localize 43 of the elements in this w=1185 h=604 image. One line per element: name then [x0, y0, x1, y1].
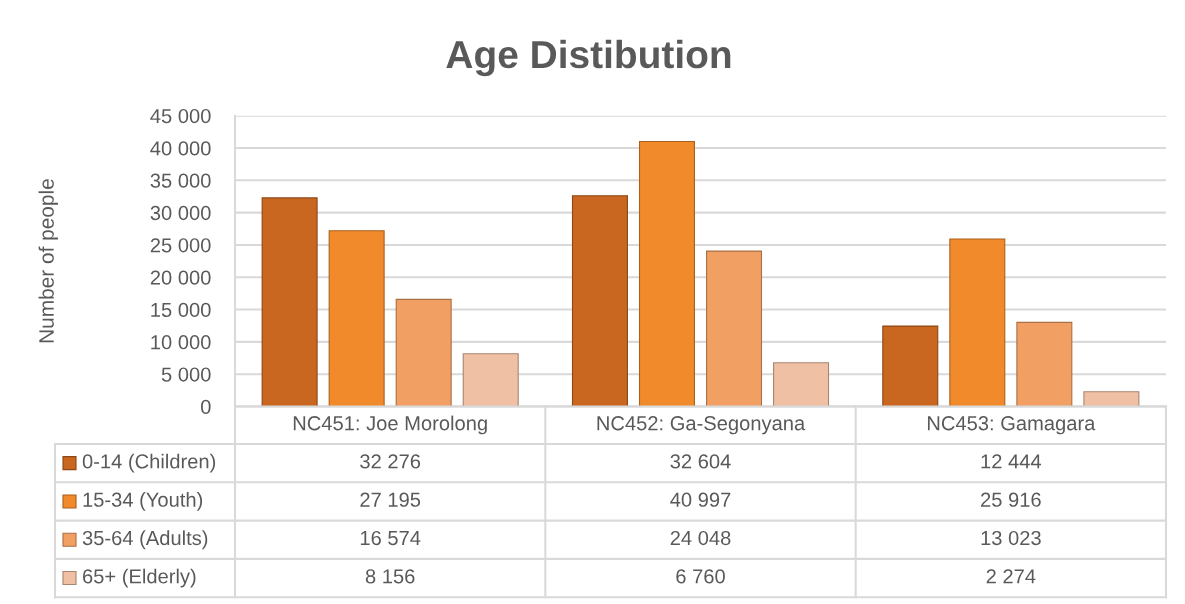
bar: [571, 195, 628, 407]
bar: [395, 298, 452, 407]
data-label: 32 276: [360, 454, 421, 469]
data-label: 32 604: [670, 454, 731, 469]
y-tick-label: 40 000: [150, 141, 211, 156]
data-label: 6 760: [676, 569, 725, 584]
chart-title: Age Distibution: [446, 39, 731, 77]
y-tick-label: 5 000: [161, 367, 211, 382]
bar: [949, 238, 1006, 407]
y-axis-title: Number of people: [38, 179, 58, 343]
legend-label: 65+ (Elderly): [83, 568, 196, 588]
data-label: 40 997: [670, 492, 731, 507]
data-label: 2 274: [986, 569, 1036, 584]
x-tick-label: NC451: Joe Morolong: [293, 415, 487, 435]
data-label: 27 195: [360, 492, 421, 507]
y-tick-label: 35 000: [150, 173, 211, 188]
data-label: 13 023: [981, 530, 1041, 546]
data-label: 25 916: [981, 492, 1041, 507]
x-tick-label: NC453: Gamagara: [927, 416, 1096, 435]
bar: [462, 353, 519, 407]
x-tick-label: NC452: Ga-Segonyana: [597, 416, 806, 435]
y-tick-label: 25 000: [150, 238, 211, 253]
legend-label: 35-64 (Adults): [82, 530, 208, 550]
bar: [1016, 321, 1073, 407]
data-label: 12 444: [981, 454, 1042, 469]
y-tick-label: 10 000: [151, 335, 211, 350]
y-tick-label: 0: [200, 399, 211, 414]
bar: [705, 250, 763, 407]
y-tick-label: 45 000: [150, 108, 211, 124]
data-label: 16 574: [360, 530, 421, 546]
y-tick-label: 20 000: [150, 270, 211, 285]
bar: [882, 325, 939, 407]
bar: [1083, 391, 1140, 407]
bar: [638, 141, 696, 407]
bar: [773, 362, 830, 407]
bar: [328, 230, 385, 407]
legend-label: 15-34 (Youth): [83, 492, 203, 511]
y-tick-label: 15 000: [151, 302, 211, 318]
y-tick-label: 30 000: [150, 205, 211, 221]
legend-label: 0-14 (Children): [82, 453, 216, 473]
bar: [261, 197, 318, 407]
data-label: 8 156: [365, 569, 415, 584]
data-label: 24 048: [670, 530, 731, 546]
